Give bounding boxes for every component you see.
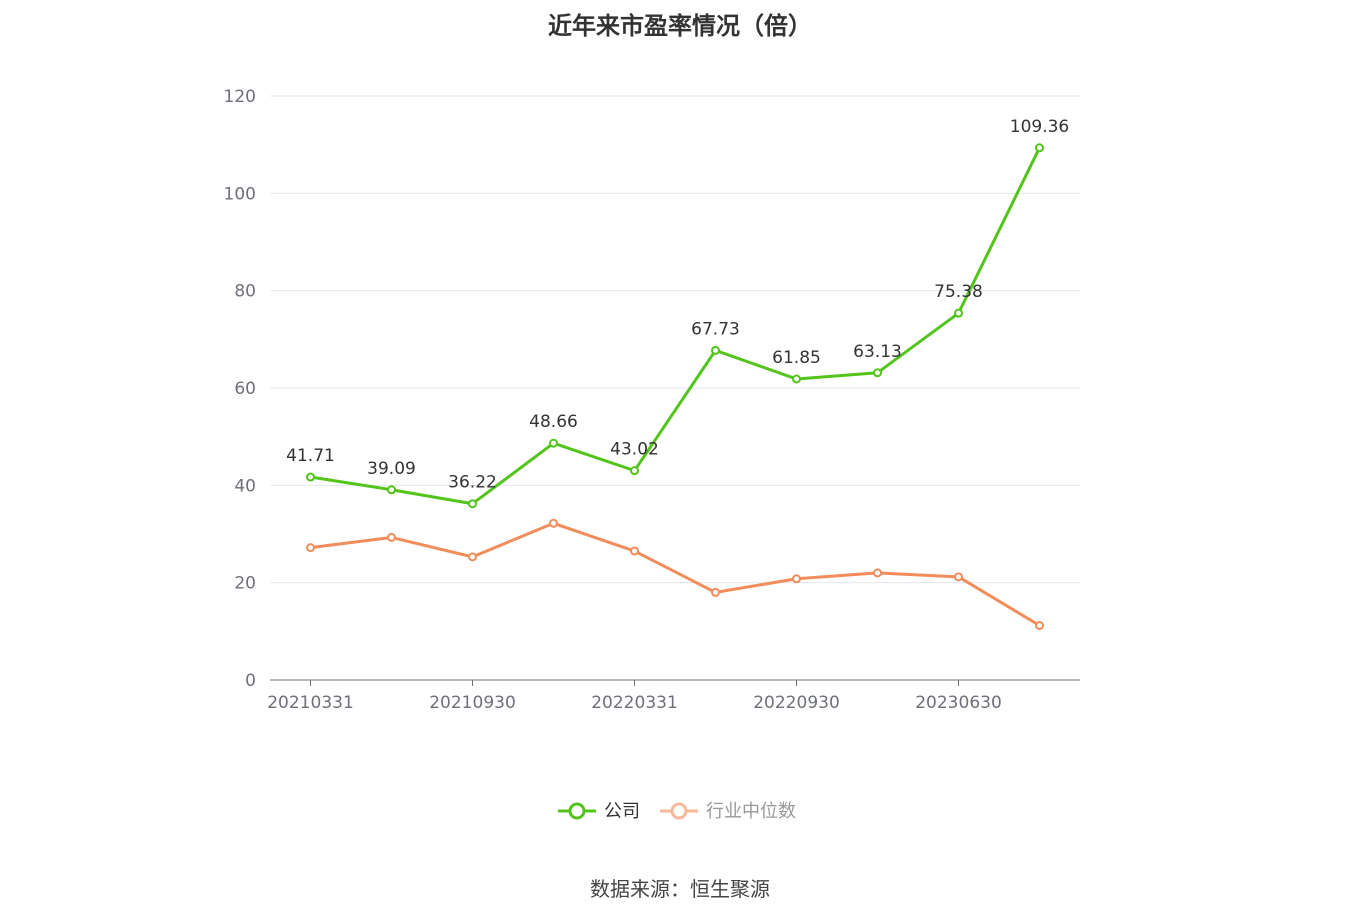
data-label: 61.85 [772,348,821,368]
data-point [468,552,477,562]
data-point [630,546,639,556]
data-label: 75.38 [934,282,983,302]
data-label: 39.09 [367,459,416,479]
x-tick-label: 20230630 [915,693,1002,713]
data-point [954,572,963,582]
y-tick-label: 100 [224,184,256,204]
legend-item-0[interactable]: 公司 [558,801,640,822]
data-point [549,518,558,528]
legend[interactable]: 公司 行业中位数 [558,801,796,822]
legend-marker [568,802,586,820]
data-point [306,543,315,553]
data-point [468,499,477,509]
data-point [630,466,639,476]
y-tick-label: 0 [245,671,256,691]
data-point [711,587,720,597]
y-tick-label: 40 [234,476,256,496]
x-axis: 20210331 20210930 20220331 20220930 20230630 [267,679,1080,713]
x-tick-label: 20210331 [267,693,354,713]
data-point [792,574,801,584]
chart-title: 近年来市盈率情况（倍） [548,12,812,40]
data-label: 109.36 [1010,117,1069,137]
y-tick-label: 80 [234,282,256,302]
data-labels: 41.71 39.09 36.22 48.66 43.02 67.73 61.85 63.13… [286,117,1069,493]
data-point [954,308,963,318]
series-line-0 [310,147,1041,506]
y-tick-label: 60 [234,379,256,399]
data-point [873,568,882,578]
legend-label: 行业中位数 [706,801,796,822]
data-point [549,438,558,448]
legend-marker [670,802,688,820]
data-point [792,374,801,384]
data-label: 63.13 [853,342,902,362]
series-line-1 [310,521,1041,627]
data-label: 41.71 [286,446,335,466]
x-tick-label: 20220930 [753,693,840,713]
data-label: 36.22 [448,473,497,493]
y-axis: 0 20 40 60 80 100 120 [224,87,256,691]
y-tick-label: 20 [234,574,256,594]
data-point [306,472,315,482]
x-tick-label: 20220331 [591,693,678,713]
legend-label: 公司 [604,801,640,822]
data-source-note: 数据来源：恒生聚源 [590,877,770,901]
data-point [387,532,396,542]
series-lines [310,147,1041,627]
data-point [1035,620,1044,630]
series-points [306,143,1044,630]
grid-lines [270,95,1080,584]
data-point [1035,143,1044,153]
data-label: 43.02 [610,440,659,460]
data-point [711,345,720,355]
x-tick-label: 20210930 [429,693,516,713]
y-tick-label: 120 [224,87,256,107]
data-point [387,485,396,495]
data-label: 48.66 [529,412,578,432]
data-point [873,368,882,378]
legend-item-1[interactable]: 行业中位数 [660,801,796,822]
data-label: 67.73 [691,319,740,339]
